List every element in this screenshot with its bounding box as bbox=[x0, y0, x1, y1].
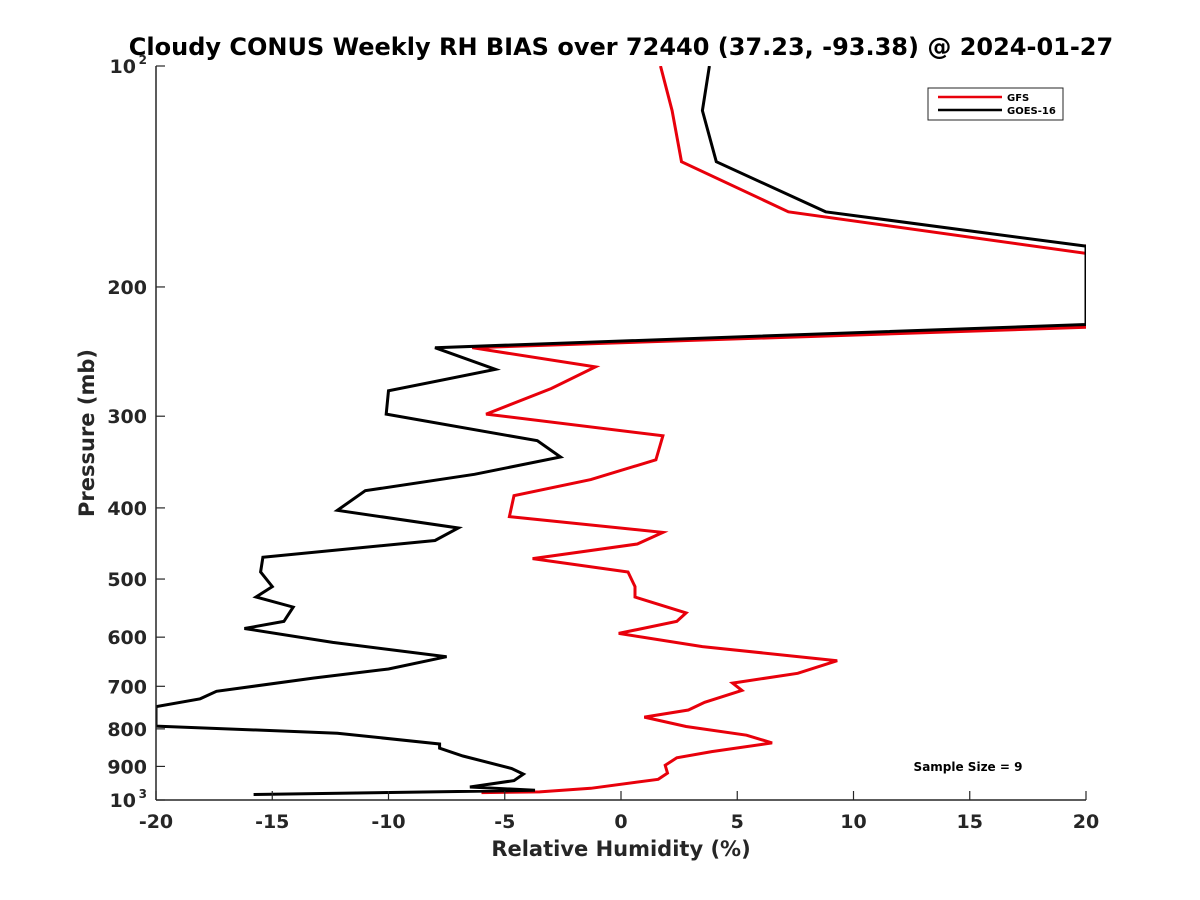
y-tick-label: 800 bbox=[107, 719, 147, 741]
series-line-gfs bbox=[471, 66, 1086, 795]
legend-box bbox=[927, 87, 1064, 121]
x-tick-label: -15 bbox=[255, 811, 289, 833]
y-tick-label: 10 bbox=[110, 56, 136, 78]
series-layer bbox=[156, 66, 1086, 796]
y-tick-label: 900 bbox=[107, 756, 147, 778]
x-tick-label: 15 bbox=[957, 811, 983, 833]
legend: GFS GOES-16 bbox=[927, 87, 1064, 121]
y-tick-label: 200 bbox=[107, 277, 147, 299]
x-tick-label: -5 bbox=[494, 811, 515, 833]
legend-label-goes16: GOES-16 bbox=[1007, 106, 1056, 117]
y-tick-label: 500 bbox=[107, 569, 147, 591]
x-tick-label: 10 bbox=[840, 811, 866, 833]
x-axis-label: Relative Humidity (%) bbox=[491, 837, 750, 861]
x-tick-label: -20 bbox=[139, 811, 173, 833]
x-tick-label: 5 bbox=[731, 811, 744, 833]
legend-label-gfs: GFS bbox=[1007, 93, 1029, 104]
x-tick-label: -10 bbox=[371, 811, 405, 833]
y-tick-label: 10 bbox=[110, 790, 136, 812]
y-tick-exponent: 3 bbox=[139, 787, 147, 801]
x-tick-label: 0 bbox=[614, 811, 627, 833]
y-tick-label: 300 bbox=[107, 406, 147, 428]
y-tick-label: 700 bbox=[107, 676, 147, 698]
series-line-goes16 bbox=[156, 66, 1086, 796]
x-ticks: -20 -15 -10 -5 0 5 10 15 20 bbox=[139, 791, 1099, 833]
y-tick-label: 400 bbox=[107, 498, 147, 520]
sample-size-annotation: Sample Size = 9 bbox=[914, 760, 1023, 774]
y-axis-label: Pressure (mb) bbox=[75, 349, 99, 517]
y-tick-label: 600 bbox=[107, 627, 147, 649]
chart-title: Cloudy CONUS Weekly RH BIAS over 72440 (… bbox=[129, 33, 1113, 61]
x-tick-label: 20 bbox=[1073, 811, 1099, 833]
y-tick-exponent: 2 bbox=[139, 53, 147, 67]
